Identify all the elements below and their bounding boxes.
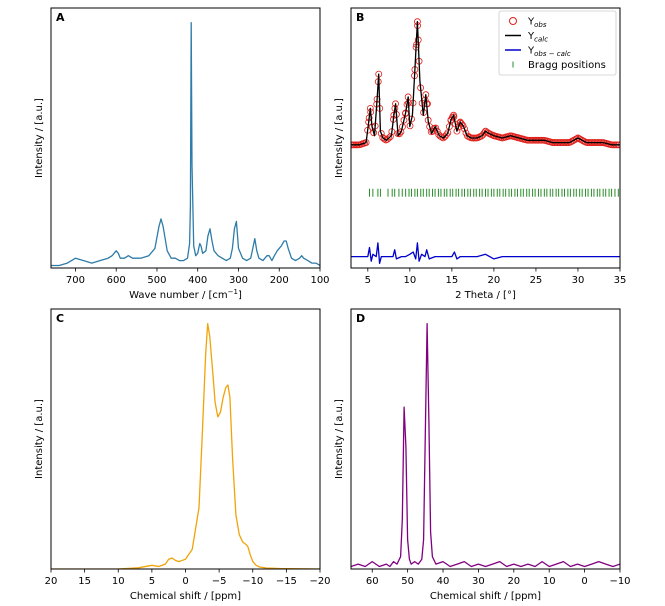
obs-point bbox=[386, 133, 394, 141]
x-axis-label-tail: ] bbox=[238, 290, 242, 301]
plot-area bbox=[51, 323, 320, 569]
obs-point bbox=[456, 118, 464, 126]
plot-area bbox=[351, 323, 620, 568]
plot-frame bbox=[350, 308, 621, 570]
legend-entry-label: Bragg positions bbox=[528, 60, 606, 71]
plot-frame bbox=[50, 7, 321, 269]
panel-label: B bbox=[356, 11, 364, 24]
obs-point bbox=[385, 134, 393, 142]
panel-label: D bbox=[356, 312, 365, 325]
y-axis-label: Intensity / [a.u.] bbox=[334, 98, 345, 178]
obs-point bbox=[490, 132, 498, 140]
x-tick-label: 10 bbox=[403, 275, 416, 286]
x-axis-label: Wave number / [cm−1] bbox=[129, 288, 242, 301]
legend-marker-obs bbox=[509, 17, 517, 25]
obs-point bbox=[482, 127, 489, 135]
x-axis-label-sup: −1 bbox=[228, 288, 238, 296]
x-tick-label: 500 bbox=[147, 275, 166, 286]
x-tick-label: 30 bbox=[572, 275, 585, 286]
series-line-B-1 bbox=[351, 242, 620, 265]
x-axis-label: Chemical shift / [ppm] bbox=[130, 591, 241, 602]
legend-entry-sub: calc bbox=[534, 36, 548, 44]
x-tick-label: −10 bbox=[242, 576, 263, 587]
obs-point bbox=[396, 130, 403, 138]
x-tick-label: 20 bbox=[507, 576, 520, 587]
x-tick-label: 5 bbox=[365, 275, 371, 286]
x-tick-label: 5 bbox=[149, 576, 155, 587]
x-tick-label: 700 bbox=[66, 275, 85, 286]
obs-point bbox=[461, 125, 468, 133]
x-tick-label: 600 bbox=[107, 275, 126, 286]
x-tick-label: −15 bbox=[276, 576, 297, 587]
x-tick-label: −5 bbox=[212, 576, 227, 587]
obs-point bbox=[445, 123, 453, 130]
x-tick-label: 50 bbox=[401, 576, 414, 587]
obs-point bbox=[444, 129, 452, 137]
x-tick-label: 35 bbox=[614, 275, 627, 286]
panel-label: A bbox=[56, 11, 65, 24]
x-tick-label: 20 bbox=[45, 576, 58, 587]
series-line-C-0 bbox=[51, 323, 320, 569]
y-axis-label: Intensity / [a.u.] bbox=[34, 98, 45, 178]
chart-B: 5 10 15 20 25 30 35 2 Theta / [°] Intensity / [a… bbox=[334, 7, 627, 301]
x-tick-label: 400 bbox=[188, 275, 207, 286]
obs-point bbox=[377, 130, 385, 137]
plot-frame bbox=[50, 308, 321, 570]
obs-point bbox=[370, 129, 378, 137]
chart-C: 20 15 10 5 0 −5 −10 −15 −20 Chemical shift / [ppm… bbox=[34, 308, 331, 602]
x-axis-label: 2 Theta / [°] bbox=[455, 290, 516, 301]
legend-entry-sub: obs bbox=[534, 21, 547, 29]
x-tick-label: 0 bbox=[182, 576, 188, 587]
x-tick-label: 100 bbox=[310, 275, 329, 286]
x-tick-label: 60 bbox=[366, 576, 379, 587]
panel-label: C bbox=[56, 312, 64, 325]
x-tick-label: 10 bbox=[543, 576, 556, 587]
x-tick-label: 300 bbox=[229, 275, 248, 286]
x-tick-label: 200 bbox=[270, 275, 289, 286]
chart-D: 60 50 40 30 20 10 0 −10 Chemical shift / [ppm] In… bbox=[334, 308, 631, 602]
legend-entry-sub: obs − calc bbox=[534, 50, 571, 58]
x-axis-label: Chemical shift / [ppm] bbox=[430, 591, 541, 602]
x-tick-label: 15 bbox=[78, 576, 91, 587]
x-tick-label: 0 bbox=[581, 576, 587, 587]
chart-A: 700 600 500 400 300 200 100 Wave number / [cm−1… bbox=[34, 7, 330, 301]
plot-area bbox=[351, 18, 620, 265]
x-tick-label: 40 bbox=[437, 576, 450, 587]
x-tick-label: −10 bbox=[609, 576, 630, 587]
obs-point bbox=[408, 115, 415, 123]
plot-frame bbox=[350, 7, 621, 269]
series-line-B-0 bbox=[351, 21, 620, 146]
x-tick-label: 30 bbox=[472, 576, 485, 587]
obs-point bbox=[442, 131, 450, 139]
x-tick-label: −20 bbox=[309, 576, 330, 587]
x-tick-label: 10 bbox=[112, 576, 125, 587]
series-line-D-0 bbox=[351, 323, 620, 568]
x-tick-label: 20 bbox=[488, 275, 501, 286]
plot-area bbox=[51, 22, 320, 267]
legend-box bbox=[498, 10, 617, 76]
y-axis-label: Intensity / [a.u.] bbox=[34, 399, 45, 479]
obs-point bbox=[574, 134, 582, 142]
obs-point bbox=[433, 127, 441, 135]
obs-point bbox=[458, 120, 465, 128]
x-tick-label: 25 bbox=[530, 275, 543, 286]
y-axis-label: Intensity / [a.u.] bbox=[334, 399, 345, 479]
x-tick-label: 15 bbox=[446, 275, 459, 286]
series-line-A-0 bbox=[51, 22, 320, 267]
obs-point bbox=[432, 124, 440, 132]
